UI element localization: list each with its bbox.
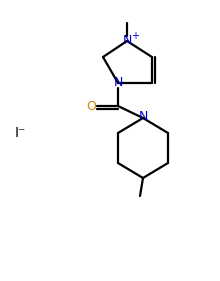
Text: O: O [86, 99, 96, 112]
Text: +: + [131, 31, 139, 41]
Text: N: N [122, 35, 132, 47]
Text: N: N [138, 110, 148, 124]
Text: I⁻: I⁻ [14, 126, 26, 140]
Text: N: N [113, 76, 123, 90]
